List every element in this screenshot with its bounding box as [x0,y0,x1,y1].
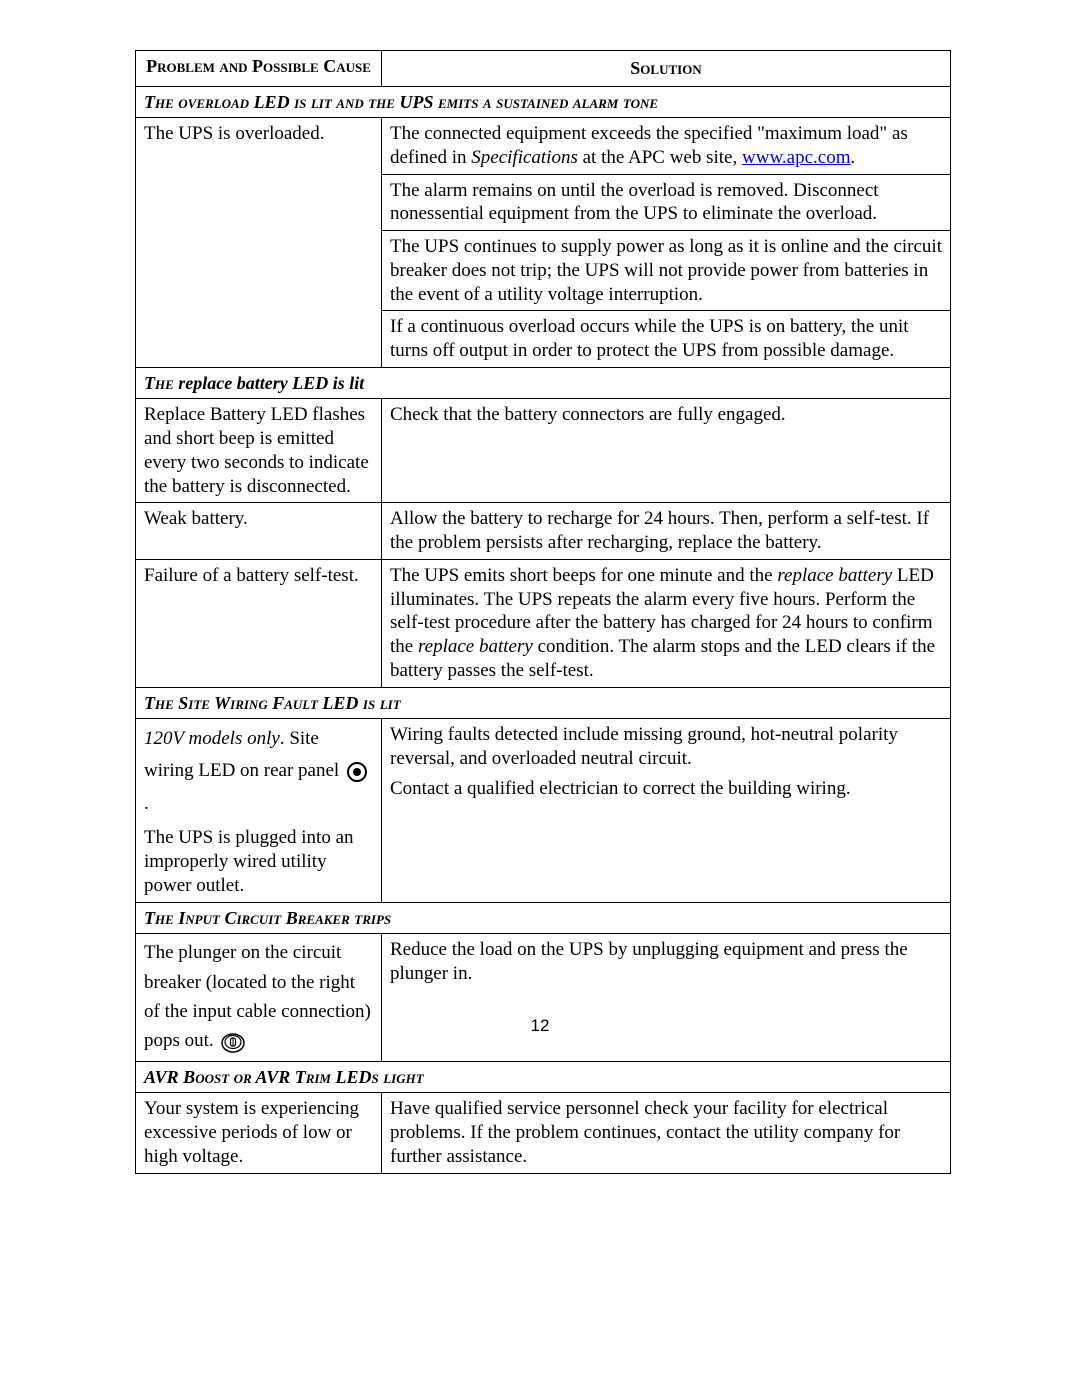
page-number: 12 [0,1016,1080,1036]
header-solution: Solution [382,51,951,87]
troubleshooting-table: Problem and Possible Cause Solution The … [135,50,951,1174]
cause-cell: Failure of a battery self-test. [136,559,382,687]
solution-cell: Have qualified service personnel check y… [382,1093,951,1173]
solution-cell: The connected equipment exceeds the spec… [382,118,951,175]
header-cause: Problem and Possible Cause [136,51,382,87]
solution-cell: The UPS emits short beeps for one minute… [382,559,951,687]
solution-cell: Allow the battery to recharge for 24 hou… [382,503,951,560]
table-row: Weak battery.Allow the battery to rechar… [136,503,951,560]
solution-cell: If a continuous overload occurs while th… [382,311,951,368]
table-row: 120V models only. Site wiring LED on rea… [136,719,951,903]
solution-cell: Wiring faults detected include missing g… [382,719,951,903]
cause-cell: Weak battery. [136,503,382,560]
cause-cell: The plunger on the circuit breaker (loca… [136,934,382,1062]
section-header: The Input Circuit Breaker trips [136,902,951,934]
section-header: AVR Boost or AVR Trim LEDs light [136,1061,951,1093]
solution-cell: The UPS continues to supply power as lon… [382,231,951,311]
table-row: The UPS is overloaded.The connected equi… [136,118,951,175]
table-row: Your system is experiencing excessive pe… [136,1093,951,1173]
cause-cell: Replace Battery LED flashes and short be… [136,399,382,503]
site-wiring-led-icon [346,756,368,788]
table-row: Replace Battery LED flashes and short be… [136,399,951,503]
cause-cell: The UPS is overloaded. [136,118,382,368]
cause-cell: 120V models only. Site wiring LED on rea… [136,719,382,903]
table-row: Failure of a battery self-test.The UPS e… [136,559,951,687]
troubleshooting-table-container: Problem and Possible Cause Solution The … [135,50,950,1174]
solution-cell: Check that the battery connectors are fu… [382,399,951,503]
section-header: The overload LED is lit and the UPS emit… [136,86,951,118]
apc-link[interactable]: www.apc.com [742,147,851,168]
section-header: The replace battery LED is lit [136,367,951,399]
table-row: The plunger on the circuit breaker (loca… [136,934,951,1062]
section-header: The Site Wiring Fault LED is lit [136,687,951,719]
cause-cell: Your system is experiencing excessive pe… [136,1093,382,1173]
table-header-row: Problem and Possible Cause Solution [136,51,951,87]
solution-cell: The alarm remains on until the overload … [382,174,951,231]
solution-cell: Reduce the load on the UPS by unplugging… [382,934,951,1062]
